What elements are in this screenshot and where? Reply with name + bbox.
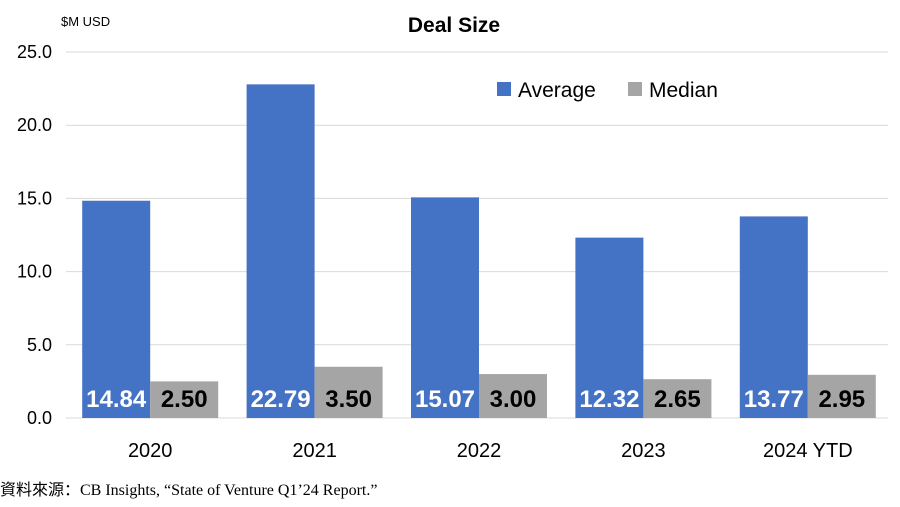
y-tick-label: 15.0 — [17, 188, 52, 208]
y-tick-label: 20.0 — [17, 115, 52, 135]
y-tick-label: 5.0 — [27, 335, 52, 355]
chart-title: Deal Size — [408, 14, 500, 37]
bar-average — [739, 216, 808, 418]
bars — [82, 84, 876, 418]
y-tick-label: 25.0 — [17, 42, 52, 62]
bar-average — [575, 237, 644, 418]
y-tick-label: 10.0 — [17, 262, 52, 282]
data-label-median: 3.50 — [325, 386, 372, 413]
data-label-average: 12.32 — [579, 386, 639, 413]
x-tick-label: 2022 — [457, 440, 502, 462]
bar-median — [807, 374, 876, 418]
bar-median — [479, 374, 547, 418]
data-label-median: 2.95 — [818, 386, 865, 413]
legend-swatch-average — [497, 82, 511, 96]
x-tick-label: 2024 YTD — [763, 440, 853, 462]
legend: Average Median — [497, 79, 718, 102]
source-note: 資料來源：CB Insights, “State of Venture Q1’2… — [0, 482, 378, 499]
legend-label-median: Median — [649, 79, 718, 102]
legend-label-average: Average — [518, 79, 596, 102]
data-label-average: 14.84 — [86, 386, 147, 413]
data-labels: 14.84 2.50 22.79 3.50 15.07 3.00 12.32 2.65 13.7… — [86, 386, 865, 413]
legend-swatch-median — [628, 82, 642, 96]
data-label-median: 2.50 — [161, 386, 208, 413]
x-tick-label: 2020 — [128, 440, 173, 462]
y-tick-label: 0.0 — [27, 408, 52, 428]
bar-average — [82, 200, 151, 418]
bar-average — [411, 197, 479, 418]
bar-median — [643, 379, 712, 418]
x-tick-label: 2023 — [621, 440, 666, 462]
x-tick-label: 2021 — [292, 440, 337, 462]
data-label-average: 22.79 — [251, 386, 311, 413]
y-axis: 0.0 5.0 10.0 15.0 20.0 25.0 — [17, 42, 52, 428]
data-label-average: 13.77 — [744, 386, 804, 413]
bar-median — [150, 381, 219, 418]
bar-average — [246, 84, 315, 418]
data-label-median: 3.00 — [490, 386, 537, 413]
bar-median — [314, 366, 383, 418]
data-label-median: 2.65 — [654, 386, 701, 413]
data-label-average: 15.07 — [415, 386, 475, 413]
unit-label: $M USD — [61, 14, 110, 29]
x-axis: 2020 2021 2022 2023 2024 YTD — [128, 440, 853, 462]
